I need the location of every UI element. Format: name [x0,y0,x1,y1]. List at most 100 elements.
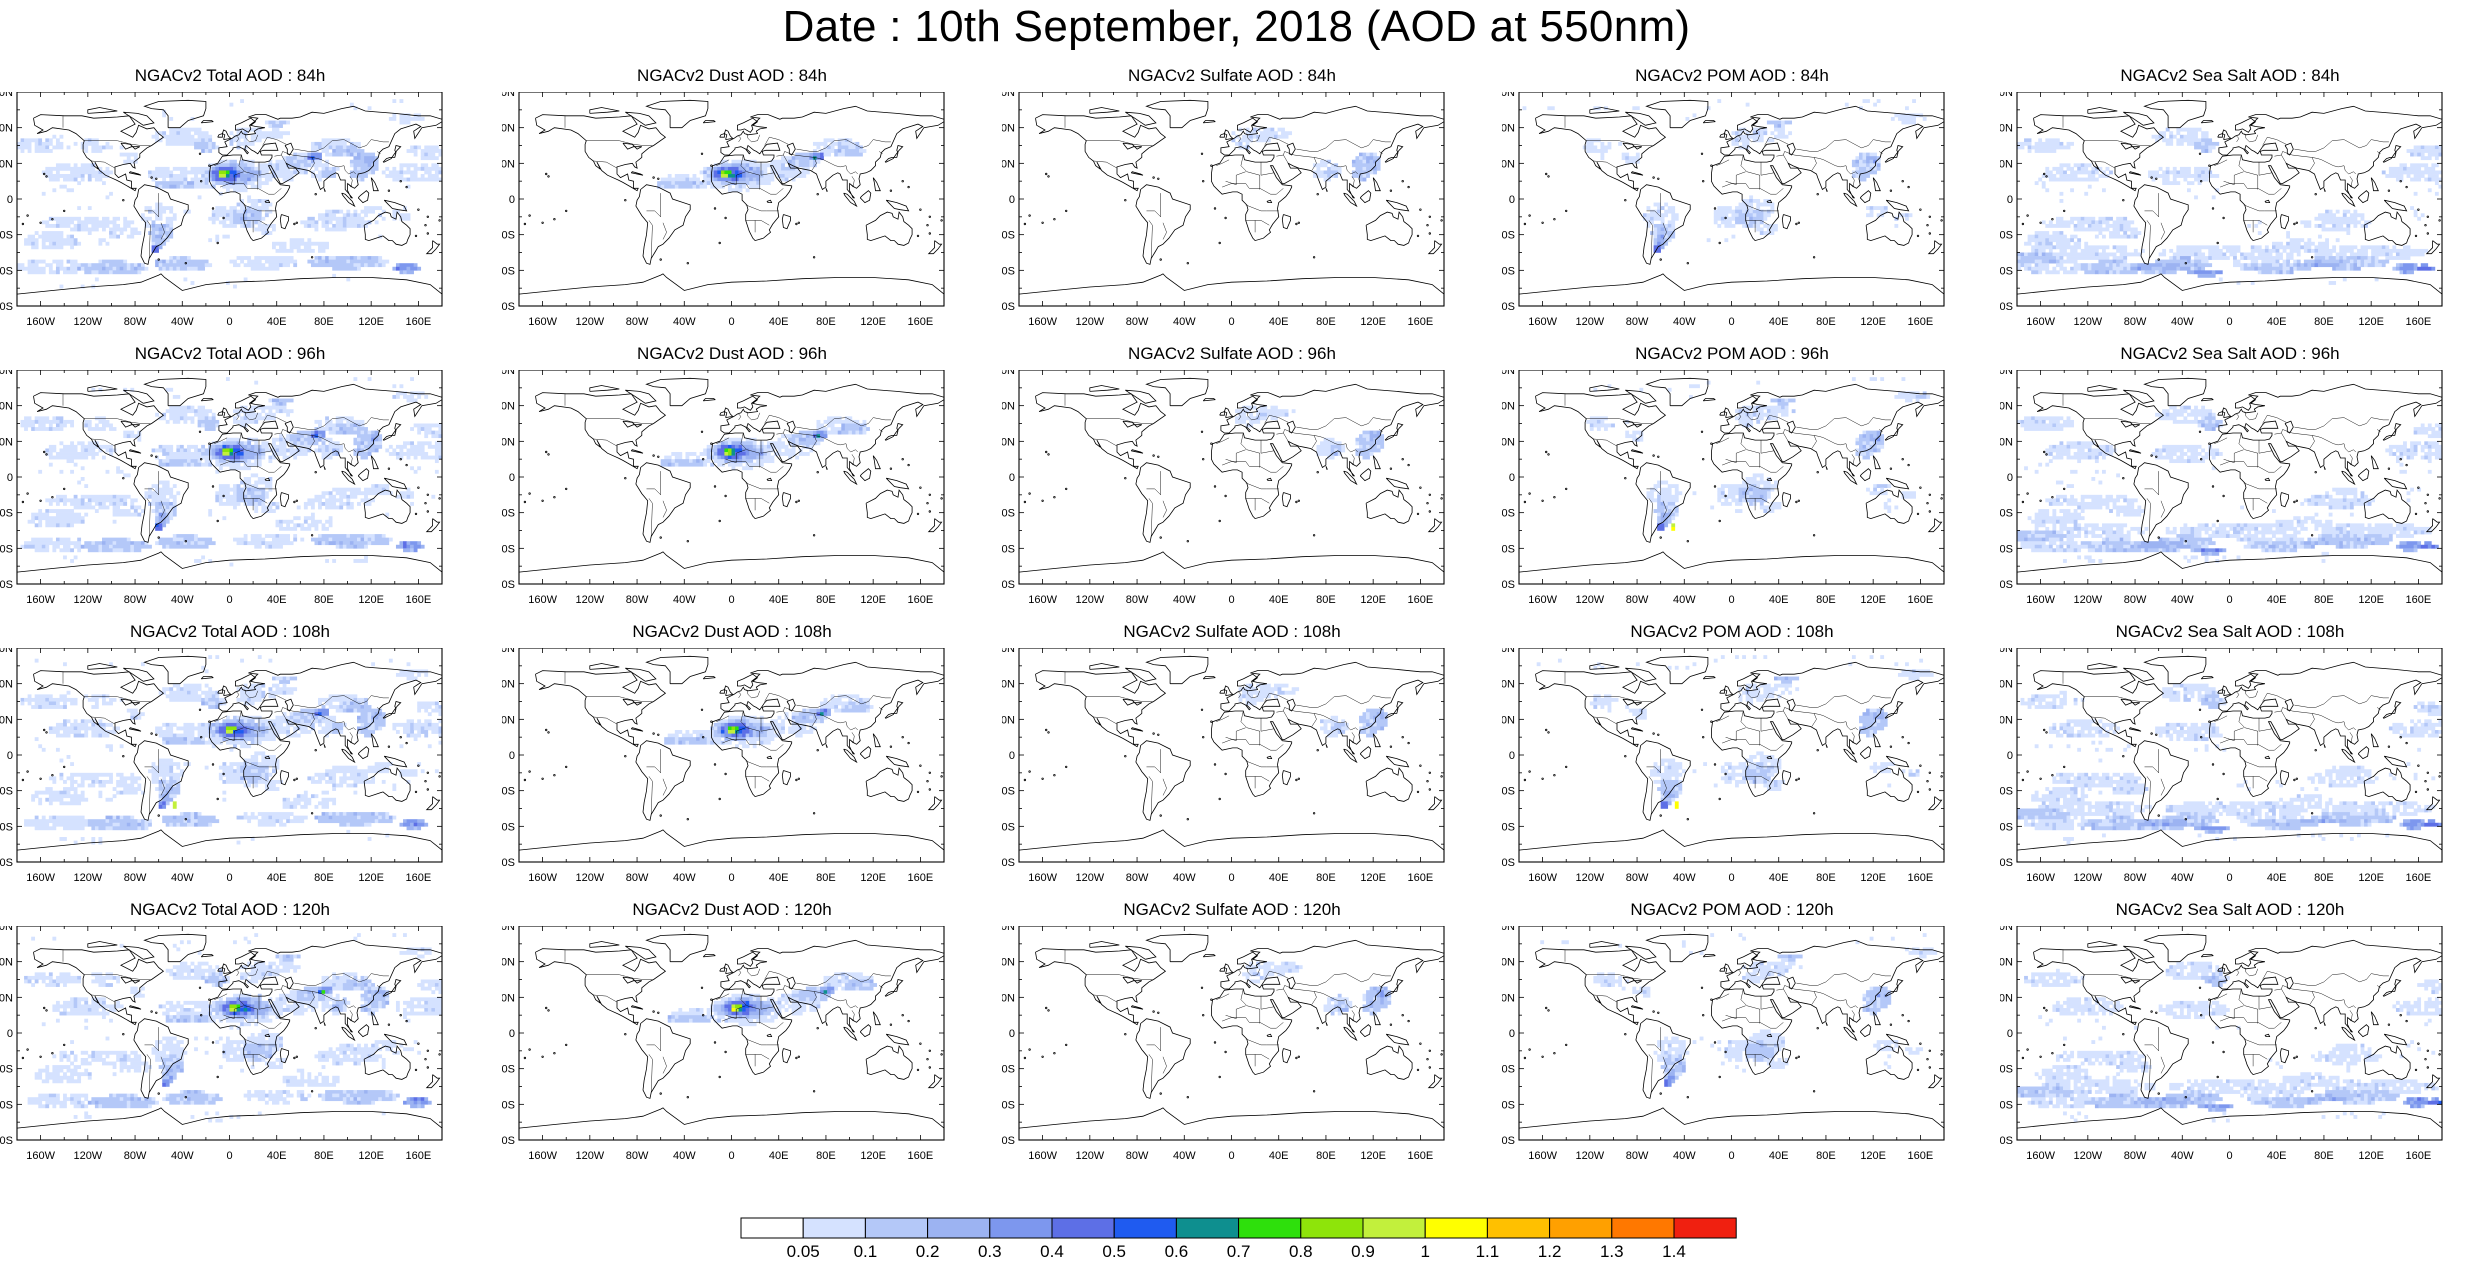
country-borders [2062,671,2389,815]
lon-label: 160W [2026,316,2055,328]
aod-field [2017,405,2442,563]
colorbar-swatch [1673,1217,1737,1239]
lat-label: 90S [1502,1135,1515,1147]
lon-label: 160E [406,872,432,884]
lon-label: 80E [1816,872,1836,884]
map-plot: 90N 60N 30N 0 30S 60S 90S 160W 120W 80W 40W 0 40E 80E… [1502,648,1945,884]
lat-label: 0 [1509,472,1515,484]
lon-label: 0 [1228,1150,1234,1162]
lat-label: 30N [502,436,515,448]
colorbar-swatch [802,1217,866,1239]
lon-label: 160E [1408,1150,1434,1162]
colorbar-swatch [1549,1217,1613,1239]
lon-label: 120E [1360,872,1386,884]
coastlines [2016,99,2443,295]
lon-label: 40E [267,872,287,884]
lon-label: 80W [124,316,147,328]
lon-label: 80E [1316,316,1336,328]
lat-label: 30S [1502,508,1515,520]
lon-label: 80W [1126,1150,1149,1162]
map-panel-total-108h: NGACv2 Total AOD : 108h90N60N30N030S60S9… [0,622,460,900]
lon-label: 80W [124,1150,147,1162]
map-panel-dust-96h: NGACv2 Dust AOD : 96h 90N 60N 30N 0 30S 60S 90S… [502,344,962,622]
lat-label: 30N [1502,714,1515,726]
lat-label: 30S [1002,786,1015,798]
lon-label: 80E [2314,872,2334,884]
lat-label: 30S [1002,1064,1015,1076]
map-panel-total-84h: NGACv2 Total AOD : 84h90N60N30N030S60S90… [0,66,460,344]
lat-label: 60S [1002,1099,1015,1111]
coastlines [1518,655,1945,851]
lon-label: 120W [575,316,604,328]
country-borders [1064,949,1391,1093]
lon-label: 160W [26,594,55,606]
lat-label: 60N [0,123,13,135]
lat-label: 30N [2000,992,2013,1004]
lat-label: 0 [1509,194,1515,206]
lat-label: 90S [2000,579,2013,591]
lon-label: 120E [358,872,384,884]
lon-label: 40W [2171,316,2194,328]
coastlines [1018,655,1445,851]
lon-label: 160W [528,1150,557,1162]
lon-label: 40E [769,594,789,606]
lon-label: 120W [73,872,102,884]
lat-label: 90S [2000,857,2013,869]
lon-label: 120E [860,872,886,884]
lat-label: 60S [1502,265,1515,277]
country-borders [2062,115,2389,259]
colorbar-label: 0.1 [854,1242,878,1261]
lat-label: 90S [1002,857,1015,869]
lat-label: 90S [2000,1135,2013,1147]
lon-label: 0 [2226,316,2232,328]
lat-label: 60N [0,679,13,691]
map-panel-sulfate-96h: NGACv2 Sulfate AOD : 96h 90N 60N 30N 0 30S 60S… [1002,344,1462,622]
lon-label: 80E [1816,316,1836,328]
lon-label: 40E [1769,594,1789,606]
tick-marks [1018,370,1445,585]
lon-label: 80E [2314,316,2334,328]
lat-label: 90S [0,857,13,869]
lat-label: 60N [502,679,515,691]
lat-label: 60N [1002,401,1015,413]
lon-label: 120E [358,1150,384,1162]
colorbar-swatch [1486,1217,1551,1239]
map-panel-pom-120h: NGACv2 POM AOD : 120h 90N 60N 30N 0 30S 60S 90S… [1502,900,1962,1178]
lon-label: 120E [2358,594,2384,606]
coastlines [1018,933,1445,1129]
lon-label: 160W [2026,594,2055,606]
colorbar-swatch [1175,1217,1240,1239]
tick-marks [16,648,443,863]
lat-label: 30N [2000,158,2013,170]
map-panel-sea-salt-96h: NGACv2 Sea Salt AOD : 96h 90N 60N 30N 0 30S 60… [2000,344,2460,622]
lat-label: 90S [2000,301,2013,313]
lon-label: 80W [124,594,147,606]
tick-marks [2016,92,2443,307]
lat-label: 60N [1502,679,1515,691]
lat-label: 30S [2000,786,2013,798]
lon-label: 40W [1673,1150,1696,1162]
lat-label: 90N [2000,648,2013,655]
lon-label: 160W [26,872,55,884]
lon-label: 120E [1860,594,1886,606]
lat-label: 30N [1002,158,1015,170]
panel-title: NGACv2 Sulfate AOD : 84h [1128,66,1336,85]
map-plot: 90N 60N 30N 0 30S 60S 90S 160W 120W 80W 40W 0 40E 80E… [0,926,443,1162]
country-borders [564,115,891,259]
panel-title: NGACv2 Sea Salt AOD : 96h [2120,344,2340,363]
lat-label: 30S [1502,230,1515,242]
lat-label: 60N [502,123,515,135]
panel-title: NGACv2 POM AOD : 96h [1635,344,1829,363]
country-borders [564,671,891,815]
lon-label: 80W [1626,594,1649,606]
map-plot: 90N 60N 30N 0 30S 60S 90S 160W 120W 80W 40W 0 40E 80E… [1502,926,1945,1162]
lon-label: 80E [1316,872,1336,884]
lat-label: 0 [1509,1028,1515,1040]
lat-label: 30N [1502,436,1515,448]
lon-label: 40W [1673,316,1696,328]
lat-label: 90N [0,92,13,99]
lon-label: 40E [1769,1150,1789,1162]
panel-title: NGACv2 Total AOD : 84h [134,66,326,85]
tick-marks [1518,370,1945,585]
lon-label: 80E [314,872,334,884]
